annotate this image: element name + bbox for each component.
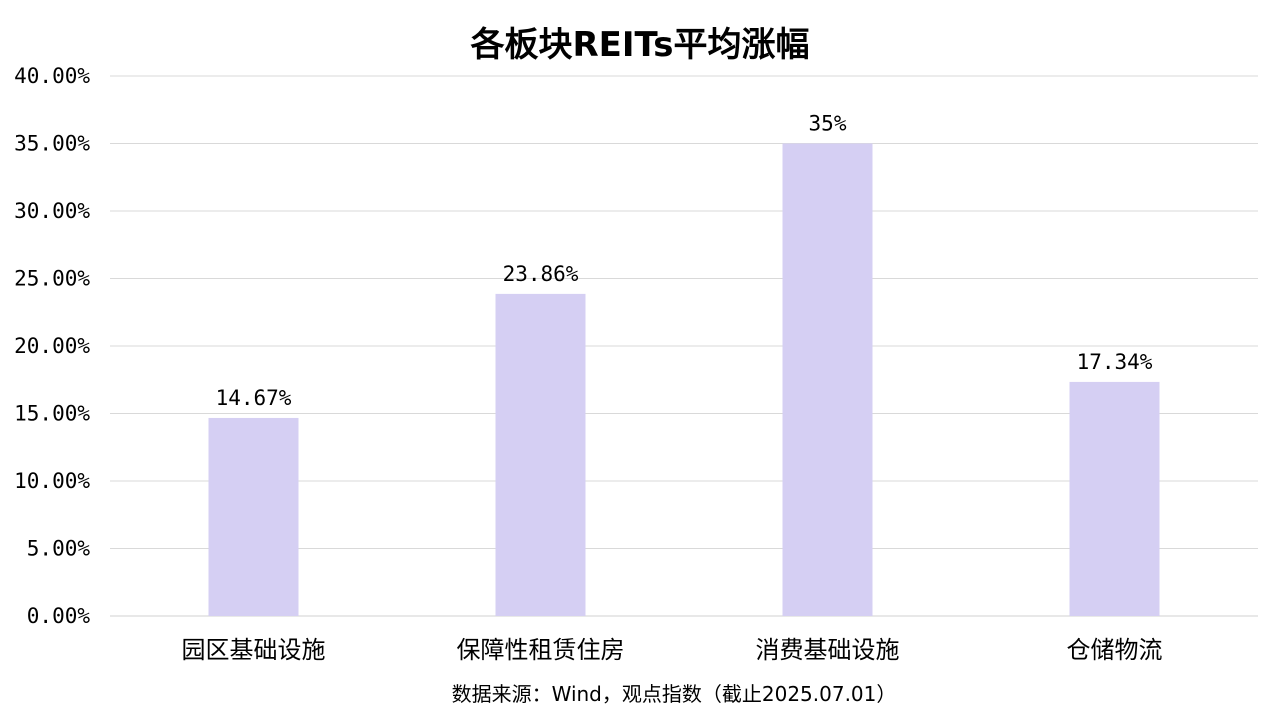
- x-category-label: 仓储物流: [1067, 636, 1163, 664]
- y-tick-label: 15.00%: [14, 402, 90, 426]
- bar: [782, 143, 873, 616]
- y-tick-label: 35.00%: [14, 132, 90, 156]
- bar: [1069, 381, 1160, 616]
- source-note: 数据来源：Wind，观点指数（截止2025.07.01）: [452, 682, 897, 706]
- y-tick-label: 30.00%: [14, 199, 90, 223]
- gridlines: [110, 75, 1258, 617]
- x-category-label: 消费基础设施: [756, 636, 900, 664]
- data-label: 35%: [809, 112, 847, 136]
- chart-title: 各板块REITs平均涨幅: [471, 25, 810, 65]
- y-tick-label: 20.00%: [14, 334, 90, 358]
- y-axis-tick-labels: 0.00% 5.00% 10.00% 15.00% 20.00% 25.00% 30.00%…: [14, 64, 90, 628]
- data-labels: 14.67% 23.86% 35% 17.34%: [216, 112, 1153, 410]
- data-label: 23.86%: [503, 262, 579, 286]
- y-tick-label: 0.00%: [27, 604, 91, 628]
- bars: [208, 143, 1160, 616]
- x-category-label: 园区基础设施: [182, 636, 326, 664]
- bar: [208, 417, 299, 616]
- x-category-label: 保障性租赁住房: [457, 636, 625, 664]
- y-tick-label: 40.00%: [14, 64, 90, 88]
- data-label: 17.34%: [1077, 350, 1153, 374]
- x-axis-category-labels: 园区基础设施 保障性租赁住房 消费基础设施 仓储物流: [182, 636, 1163, 664]
- bar: [495, 293, 586, 616]
- y-tick-label: 25.00%: [14, 267, 90, 291]
- y-tick-label: 5.00%: [27, 537, 91, 561]
- y-tick-label: 10.00%: [14, 469, 90, 493]
- data-label: 14.67%: [216, 386, 292, 410]
